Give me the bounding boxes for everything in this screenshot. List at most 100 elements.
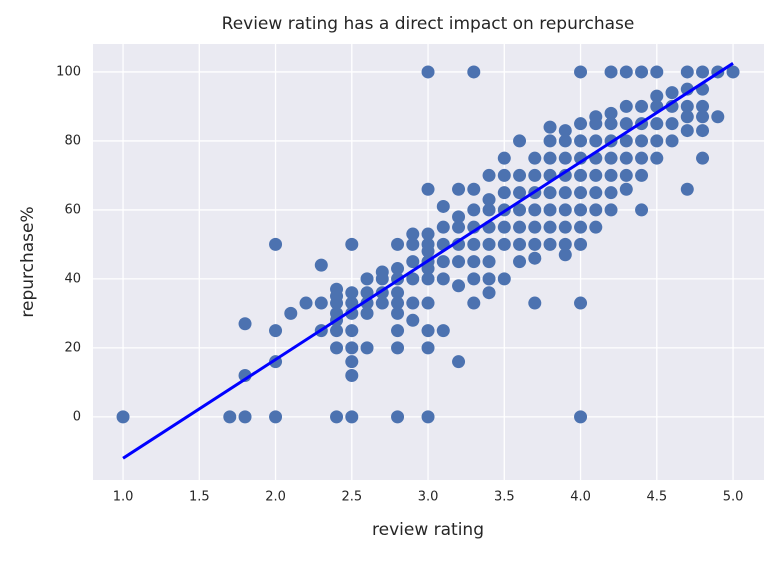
point bbox=[619, 168, 633, 182]
point bbox=[345, 341, 359, 355]
point bbox=[391, 262, 405, 276]
point bbox=[558, 168, 572, 182]
point bbox=[421, 227, 435, 241]
point bbox=[619, 182, 633, 196]
point bbox=[528, 151, 542, 165]
point bbox=[467, 296, 481, 310]
point bbox=[482, 272, 496, 286]
point bbox=[589, 203, 603, 217]
point bbox=[482, 255, 496, 269]
point bbox=[543, 237, 557, 251]
point bbox=[299, 296, 313, 310]
point bbox=[406, 272, 420, 286]
point bbox=[680, 65, 694, 79]
point bbox=[421, 341, 435, 355]
point bbox=[238, 317, 252, 331]
point bbox=[619, 99, 633, 113]
point bbox=[680, 182, 694, 196]
point bbox=[574, 186, 588, 200]
point bbox=[650, 117, 664, 131]
point bbox=[421, 410, 435, 424]
point bbox=[604, 65, 618, 79]
point bbox=[635, 134, 649, 148]
point bbox=[452, 182, 466, 196]
point bbox=[589, 220, 603, 234]
point bbox=[391, 237, 405, 251]
point bbox=[497, 186, 511, 200]
point bbox=[528, 203, 542, 217]
point bbox=[589, 134, 603, 148]
point bbox=[635, 203, 649, 217]
point bbox=[528, 220, 542, 234]
point bbox=[574, 296, 588, 310]
y-tick-label: 20 bbox=[64, 340, 81, 355]
point bbox=[391, 324, 405, 338]
point bbox=[574, 117, 588, 131]
point bbox=[604, 117, 618, 131]
point bbox=[482, 237, 496, 251]
point bbox=[619, 117, 633, 131]
point bbox=[619, 134, 633, 148]
point bbox=[696, 65, 710, 79]
point bbox=[635, 99, 649, 113]
point bbox=[467, 237, 481, 251]
point bbox=[406, 313, 420, 327]
point bbox=[574, 220, 588, 234]
point bbox=[528, 237, 542, 251]
point bbox=[604, 186, 618, 200]
x-tick-label: 1.5 bbox=[189, 490, 210, 505]
point bbox=[513, 237, 527, 251]
point bbox=[558, 203, 572, 217]
y-tick-label: 80 bbox=[64, 133, 81, 148]
point bbox=[330, 341, 344, 355]
point bbox=[467, 255, 481, 269]
point bbox=[452, 237, 466, 251]
point bbox=[528, 168, 542, 182]
point bbox=[696, 151, 710, 165]
point bbox=[360, 341, 374, 355]
point bbox=[406, 237, 420, 251]
point bbox=[589, 186, 603, 200]
point bbox=[391, 410, 405, 424]
point bbox=[421, 237, 435, 251]
point bbox=[680, 124, 694, 138]
point bbox=[238, 410, 252, 424]
point bbox=[497, 237, 511, 251]
point bbox=[589, 168, 603, 182]
x-tick-label: 2.5 bbox=[341, 490, 362, 505]
point bbox=[482, 286, 496, 300]
point bbox=[345, 324, 359, 338]
point bbox=[680, 99, 694, 113]
x-tick-label: 2.0 bbox=[265, 490, 286, 505]
point bbox=[421, 296, 435, 310]
point bbox=[665, 134, 679, 148]
fit-line bbox=[122, 62, 734, 460]
point bbox=[558, 220, 572, 234]
point bbox=[467, 182, 481, 196]
point bbox=[528, 296, 542, 310]
point bbox=[619, 151, 633, 165]
point bbox=[314, 258, 328, 272]
point bbox=[436, 272, 450, 286]
point bbox=[360, 286, 374, 300]
point bbox=[650, 89, 664, 103]
point bbox=[558, 237, 572, 251]
point bbox=[452, 355, 466, 369]
point bbox=[513, 186, 527, 200]
point bbox=[574, 410, 588, 424]
point bbox=[345, 237, 359, 251]
point bbox=[635, 168, 649, 182]
point bbox=[436, 255, 450, 269]
point bbox=[406, 296, 420, 310]
point bbox=[513, 255, 527, 269]
point bbox=[574, 237, 588, 251]
point bbox=[482, 203, 496, 217]
point bbox=[452, 279, 466, 293]
point bbox=[345, 410, 359, 424]
point bbox=[604, 151, 618, 165]
point bbox=[284, 306, 298, 320]
point bbox=[574, 203, 588, 217]
point bbox=[558, 186, 572, 200]
point bbox=[436, 220, 450, 234]
